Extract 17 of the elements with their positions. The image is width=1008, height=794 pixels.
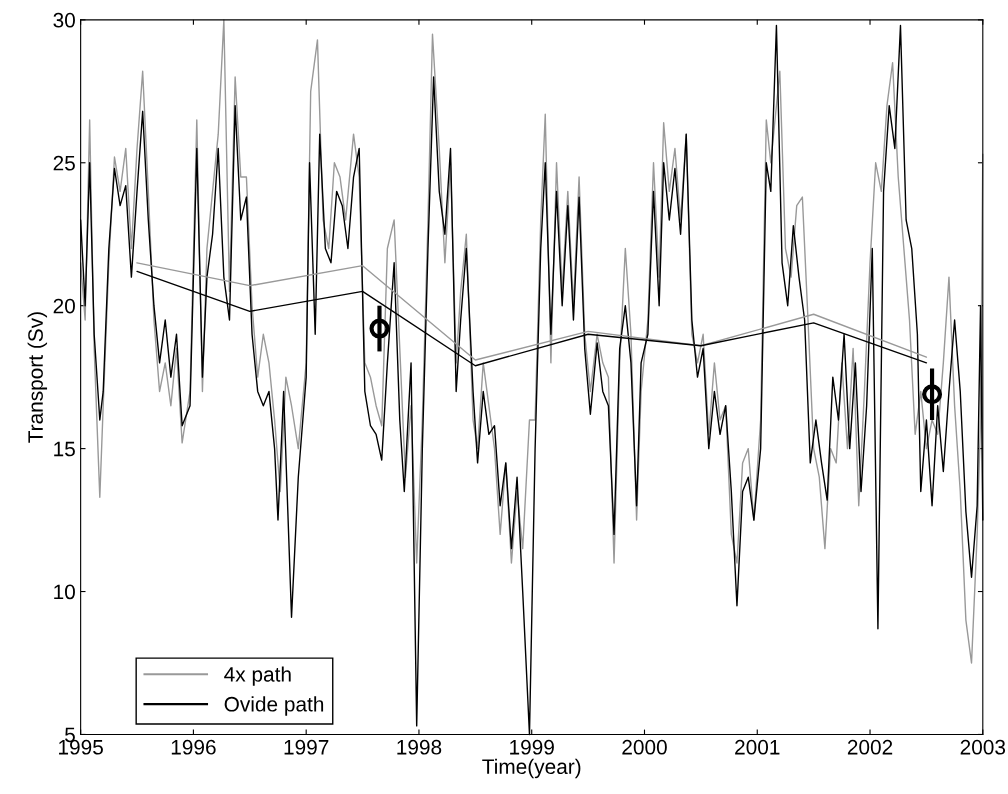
x-axis-title: Time(year) — [482, 758, 581, 779]
y-tick-label: 10 — [54, 584, 75, 600]
x-tick-label: 1996 — [171, 739, 216, 755]
x-tick-label: 1998 — [397, 739, 442, 755]
legend-label: 4x path — [224, 666, 291, 686]
x-tick-label: 2000 — [622, 739, 667, 755]
x-tick-label: 2003 — [960, 739, 1006, 755]
y-tick-label: 25 — [53, 155, 75, 171]
y-tick-label: 15 — [54, 441, 75, 457]
x-tick-label: 1997 — [284, 739, 329, 755]
legend-label: Ovide path — [224, 696, 324, 716]
y-tick-label: 30 — [53, 12, 75, 28]
x-tick-label: 1999 — [510, 739, 554, 755]
y-tick-label: 20 — [53, 298, 75, 314]
x-tick-label: 2002 — [847, 739, 893, 755]
y-axis-title: Transport (Sv) — [27, 312, 48, 443]
x-tick-label: 2001 — [735, 739, 780, 755]
